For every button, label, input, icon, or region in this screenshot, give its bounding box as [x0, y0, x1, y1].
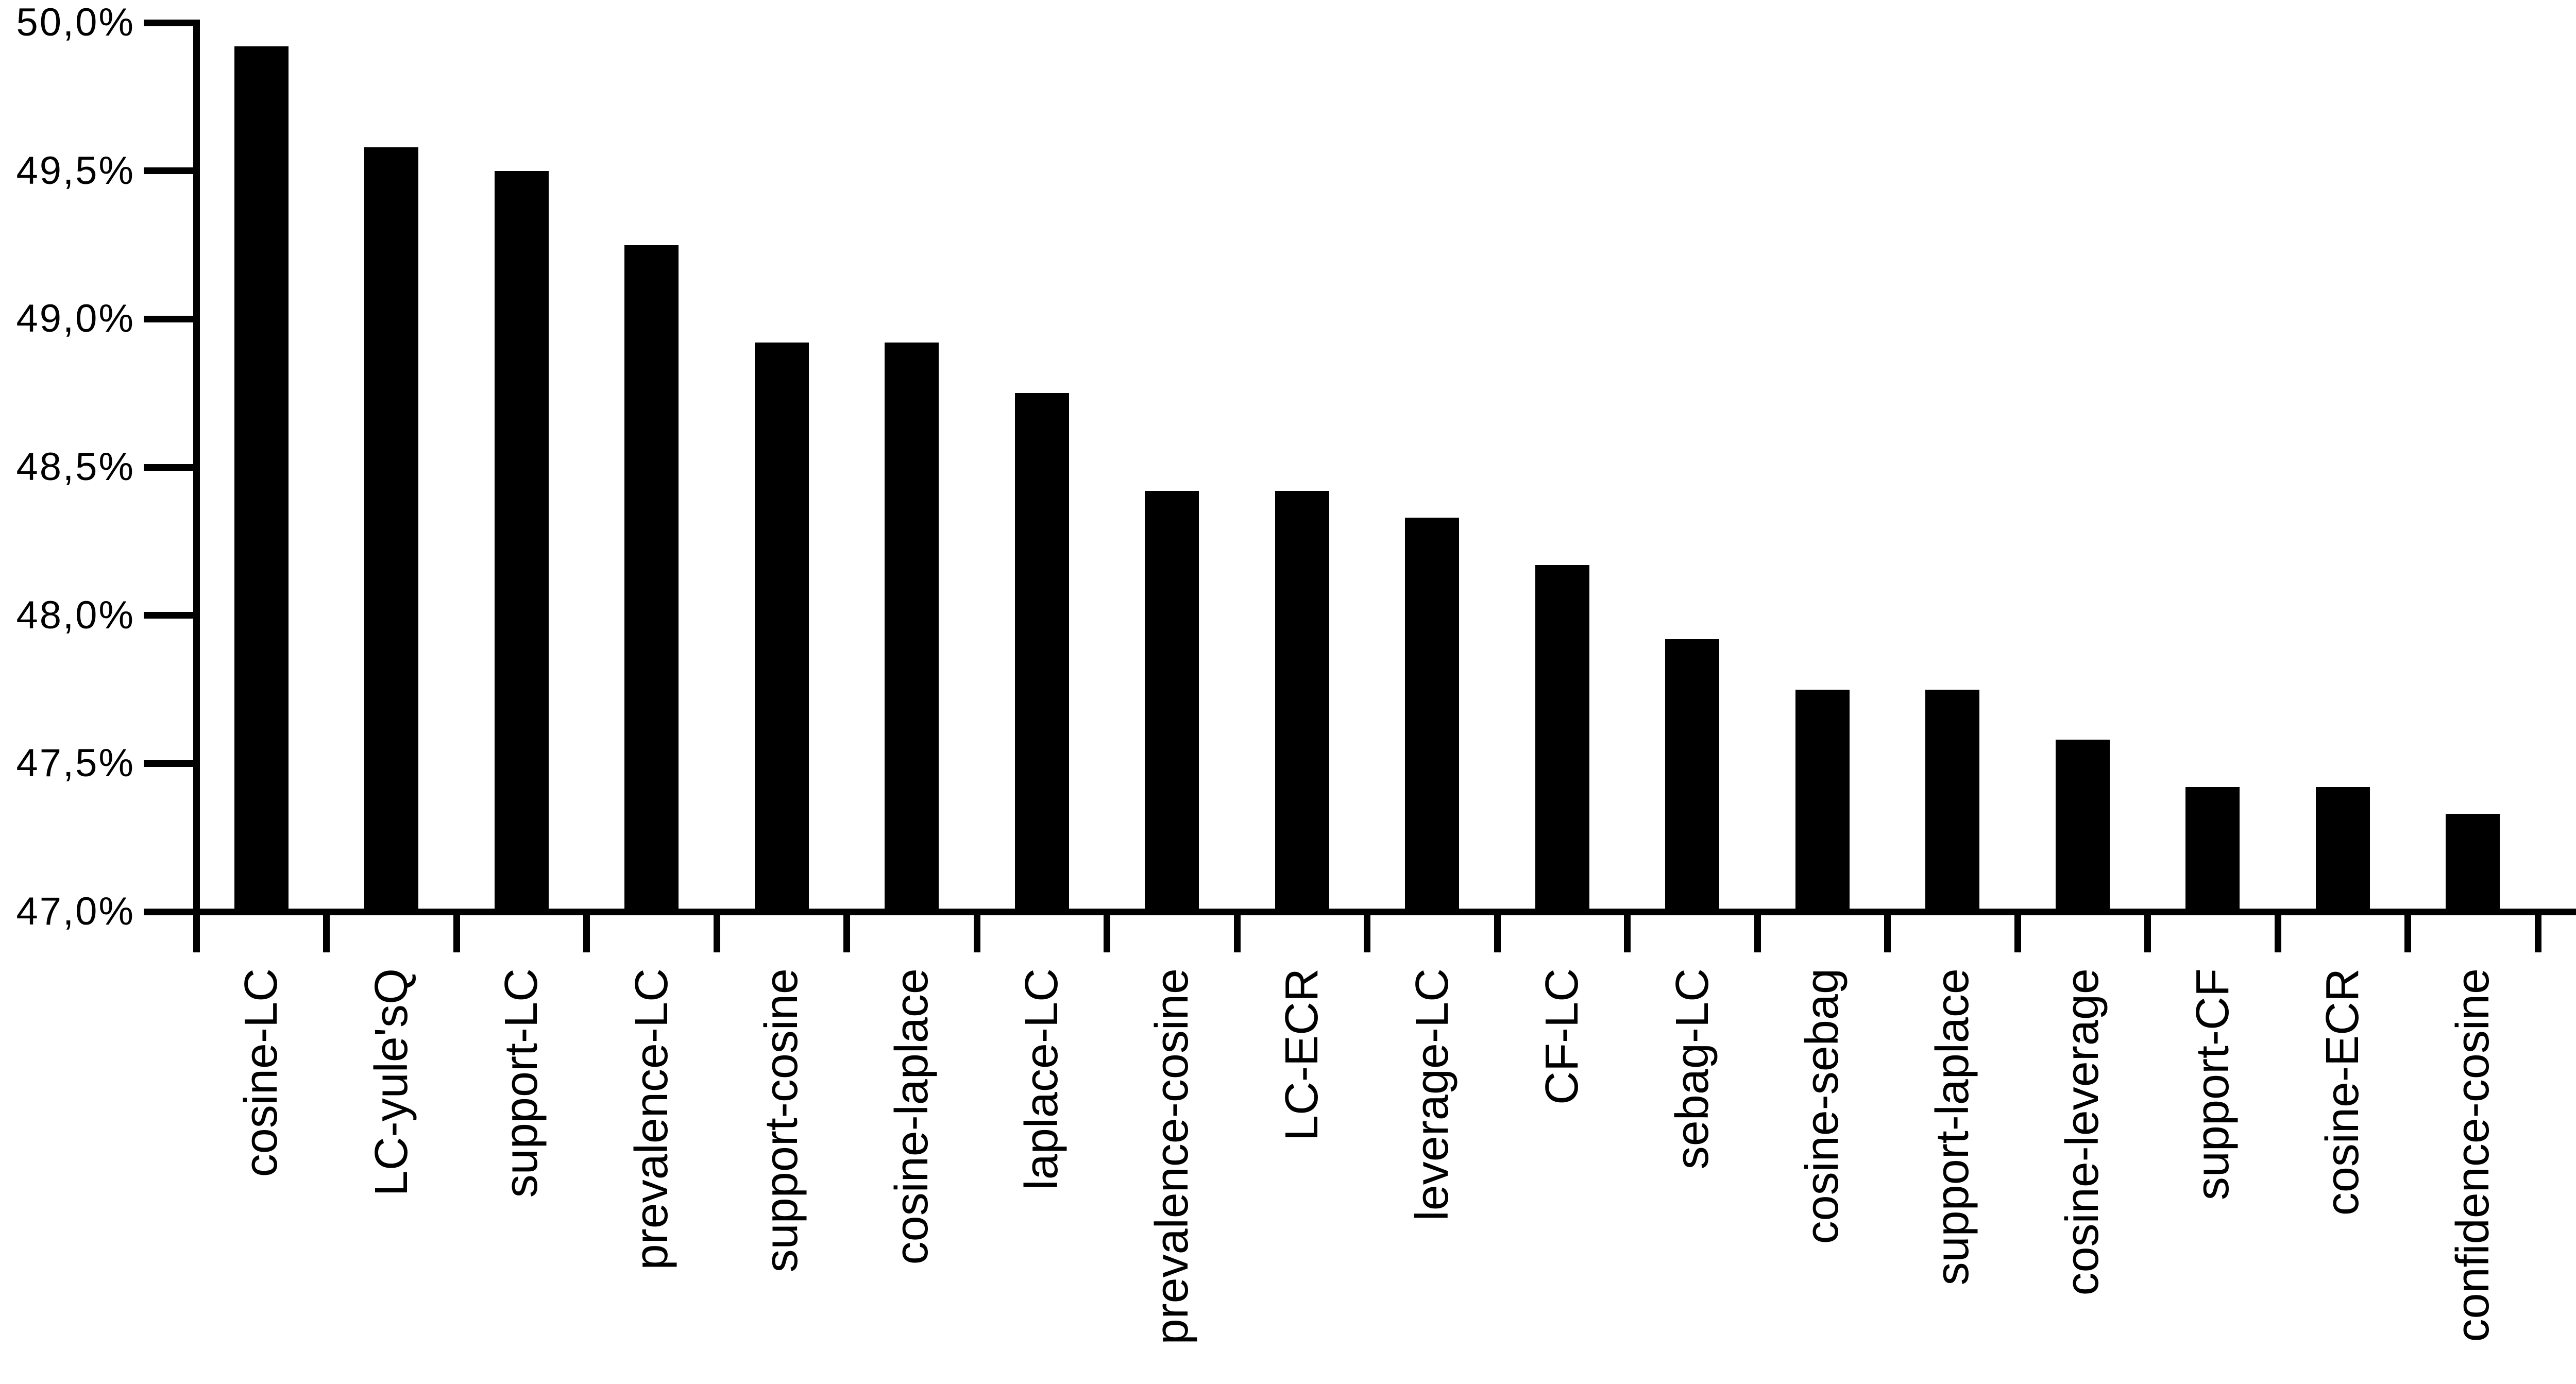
x-tick-label: prevalence-cosine — [1146, 968, 1198, 1345]
y-axis-line — [193, 20, 200, 952]
y-tick-label: 50,0% — [16, 1, 135, 44]
x-tick-label: support-cosine — [756, 968, 808, 1273]
x-tick-label: CF-LC — [1536, 968, 1588, 1105]
y-tick-label: 47,5% — [16, 741, 135, 785]
x-tick-label: cosine-sebag — [1797, 968, 1849, 1244]
x-tick — [453, 908, 460, 952]
y-tick — [143, 315, 193, 322]
y-tick-label: 49,0% — [16, 297, 135, 341]
x-tick — [1364, 908, 1370, 952]
y-tick-label: 47,0% — [16, 890, 135, 933]
bar — [2185, 787, 2240, 915]
y-tick — [143, 464, 193, 471]
y-tick — [143, 167, 193, 175]
bar — [1405, 517, 1460, 915]
x-tick — [843, 908, 850, 952]
x-tick — [2014, 908, 2021, 952]
x-tick — [973, 908, 980, 952]
bar — [624, 245, 679, 915]
bar — [2055, 740, 2110, 915]
bar — [1795, 689, 1850, 915]
y-tick — [143, 908, 193, 915]
bar — [1145, 491, 1199, 915]
y-tick-label: 48,5% — [16, 445, 135, 489]
x-tick — [1233, 908, 1241, 952]
x-tick-label: LC-yule'sQ — [365, 968, 417, 1197]
bar — [1014, 393, 1069, 915]
bar — [234, 46, 289, 915]
x-tick-label: prevalence-LC — [625, 968, 677, 1270]
bar — [1275, 491, 1329, 915]
x-tick — [713, 908, 720, 952]
x-tick-label: cosine-leverage — [2057, 968, 2109, 1296]
y-tick — [143, 19, 193, 26]
x-tick-label: support-laplace — [1926, 968, 1978, 1286]
x-tick — [2144, 908, 2151, 952]
bar — [885, 343, 939, 915]
x-tick-label: support-LC — [496, 968, 548, 1198]
x-tick — [583, 908, 590, 952]
bar — [1665, 639, 1720, 915]
y-tick — [143, 612, 193, 619]
bar — [1535, 565, 1589, 915]
bar — [2446, 814, 2500, 915]
x-tick — [1754, 908, 1761, 952]
y-tick-label: 49,5% — [16, 148, 135, 193]
y-tick — [143, 760, 193, 767]
bar — [2315, 787, 2370, 915]
x-tick-label: LC-ECR — [1276, 968, 1328, 1141]
bar — [1925, 689, 1980, 915]
x-tick — [2274, 908, 2281, 952]
x-tick-label: support-CF — [2187, 968, 2239, 1201]
x-tick — [1104, 908, 1110, 952]
x-tick — [2534, 908, 2541, 952]
x-tick — [1884, 908, 1891, 952]
x-tick-label: confidence-cosine — [2447, 968, 2499, 1342]
x-tick — [2404, 908, 2411, 952]
x-tick — [1624, 908, 1631, 952]
x-tick — [193, 908, 200, 952]
bar — [754, 343, 809, 915]
x-tick — [323, 908, 330, 952]
x-tick — [1494, 908, 1501, 952]
x-tick-label: cosine-laplace — [886, 968, 938, 1265]
x-tick-label: cosine-ECR — [2317, 968, 2369, 1216]
x-tick-label: sebag-LC — [1666, 968, 1718, 1170]
x-tick-label: leverage-LC — [1406, 968, 1458, 1221]
x-tick-label: laplace-LC — [1016, 968, 1068, 1190]
x-tick-label: cosine-LC — [235, 968, 287, 1177]
bar — [494, 170, 549, 915]
bar — [364, 147, 419, 915]
y-tick-label: 48,0% — [16, 593, 135, 637]
